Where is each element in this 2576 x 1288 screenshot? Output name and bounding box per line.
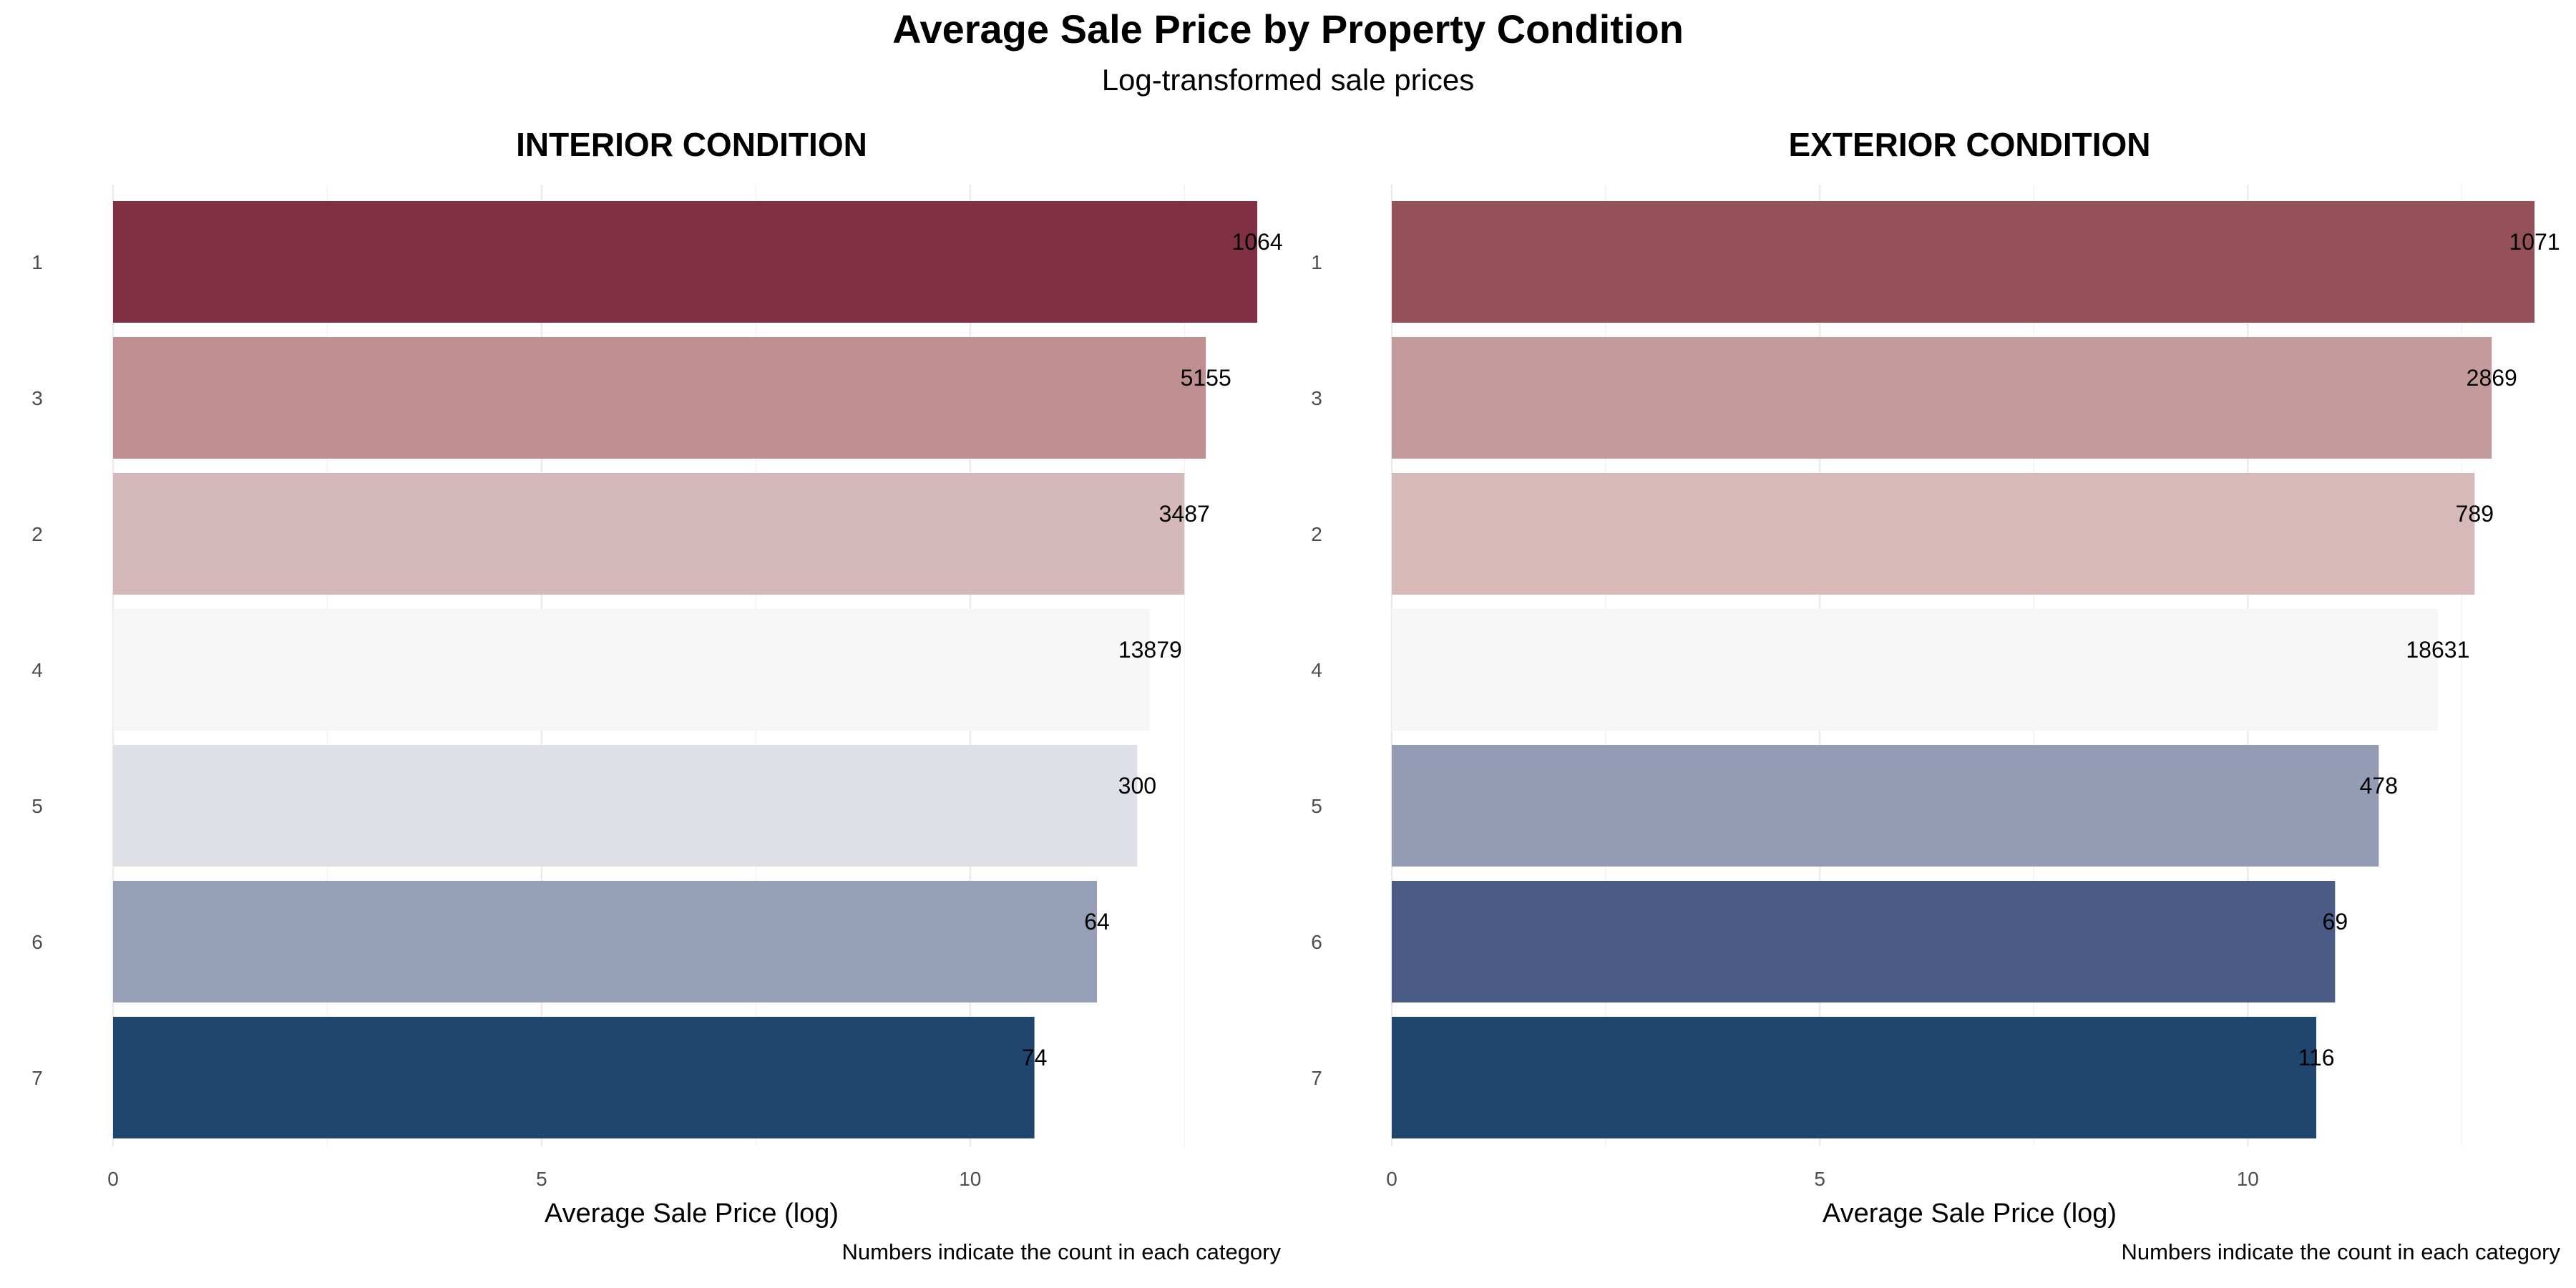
caption: Numbers indicate the count in each categ… bbox=[842, 1239, 1282, 1264]
bar-count-label: 478 bbox=[2360, 773, 2398, 799]
x-axis-title: Average Sale Price (log) bbox=[1823, 1199, 2117, 1229]
y-tick-label: 3 bbox=[31, 387, 43, 409]
y-tick-label: 6 bbox=[31, 931, 43, 953]
y-tick-label: 5 bbox=[1311, 795, 1322, 817]
interior-panel: INTERIOR CONDITION1106435155234874138795… bbox=[31, 126, 1282, 1264]
bar bbox=[113, 473, 1185, 595]
y-tick-label: 2 bbox=[1311, 523, 1322, 545]
bar bbox=[113, 745, 1138, 867]
y-tick-label: 4 bbox=[31, 659, 43, 681]
y-tick-label: 2 bbox=[31, 523, 43, 545]
bar bbox=[1392, 745, 2379, 867]
x-tick-label: 5 bbox=[536, 1168, 547, 1190]
bar bbox=[1392, 609, 2438, 731]
x-tick-label: 0 bbox=[1386, 1168, 1397, 1190]
x-tick-label: 10 bbox=[959, 1168, 981, 1190]
y-tick-label: 3 bbox=[1311, 387, 1322, 409]
y-tick-label: 7 bbox=[31, 1067, 43, 1089]
bar-count-label: 116 bbox=[2298, 1045, 2334, 1070]
bar bbox=[113, 1017, 1035, 1138]
caption: Numbers indicate the count in each categ… bbox=[2122, 1239, 2561, 1264]
y-tick-label: 7 bbox=[1311, 1067, 1322, 1089]
bar bbox=[1392, 881, 2336, 1002]
bar-count-label: 64 bbox=[1084, 909, 1110, 935]
y-tick-label: 6 bbox=[1311, 931, 1322, 953]
bar-count-label: 1064 bbox=[1231, 229, 1282, 255]
bar-count-label: 74 bbox=[1022, 1045, 1048, 1070]
bar bbox=[113, 609, 1151, 731]
bar bbox=[1392, 473, 2475, 595]
chart-subtitle: Log-transformed sale prices bbox=[1101, 63, 1475, 97]
y-tick-label: 1 bbox=[1311, 251, 1322, 273]
bar-count-label: 300 bbox=[1118, 773, 1156, 799]
exterior-panel: EXTERIOR CONDITION 1 1071 3 2869 2 789 4 18631 5 4… bbox=[1311, 126, 2560, 1264]
y-tick-label: 1 bbox=[31, 251, 43, 273]
y-tick-label: 4 bbox=[1311, 659, 1322, 681]
x-tick-label: 10 bbox=[2237, 1168, 2259, 1190]
x-tick-label: 5 bbox=[1814, 1168, 1825, 1190]
x-tick-label: 0 bbox=[107, 1168, 119, 1190]
bar-count-label: 2869 bbox=[2467, 365, 2517, 391]
bar bbox=[1392, 337, 2492, 459]
x-axis-title: Average Sale Price (log) bbox=[545, 1199, 839, 1229]
bar-count-label: 1071 bbox=[2509, 229, 2560, 255]
bar bbox=[113, 881, 1098, 1002]
y-tick-label: 5 bbox=[31, 795, 43, 817]
panel-title: INTERIOR CONDITION bbox=[516, 126, 867, 163]
bar bbox=[113, 337, 1206, 459]
bar-count-label: 69 bbox=[2323, 909, 2348, 935]
bar bbox=[1392, 201, 2535, 323]
panel-title: EXTERIOR CONDITION bbox=[1788, 126, 2150, 163]
bar-count-label: 3487 bbox=[1159, 501, 1210, 527]
bar-count-label: 13879 bbox=[1118, 637, 1182, 663]
bar-count-label: 18631 bbox=[2406, 637, 2469, 663]
bar-count-label: 789 bbox=[2456, 501, 2494, 527]
bar bbox=[1392, 1017, 2316, 1138]
chart-title: Average Sale Price by Property Condition bbox=[892, 6, 1684, 52]
bar bbox=[113, 201, 1258, 323]
bar-count-label: 5155 bbox=[1181, 365, 1231, 391]
